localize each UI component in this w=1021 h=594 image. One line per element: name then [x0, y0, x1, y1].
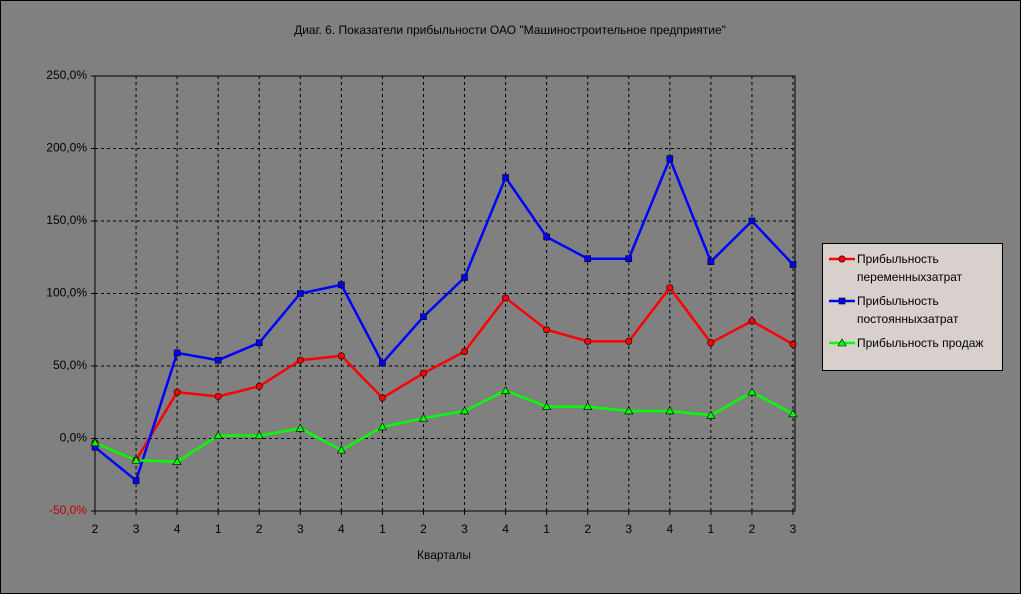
- x-tick-label: 1: [543, 522, 550, 536]
- y-tick-label: -50,0%: [49, 503, 87, 517]
- point: [748, 317, 756, 325]
- x-tick-label: 2: [420, 522, 427, 536]
- x-tick-label: 4: [174, 522, 181, 536]
- point: [665, 406, 675, 415]
- legend-entry: Прибыльность постоянныхзатрат: [827, 292, 998, 328]
- x-tick-label: 2: [256, 522, 263, 536]
- point: [214, 392, 222, 400]
- point: [748, 217, 756, 225]
- legend-swatch: [829, 297, 855, 305]
- x-tick-label: 2: [749, 522, 756, 536]
- y-tick-label: 100,0%: [46, 286, 87, 300]
- point: [461, 347, 469, 355]
- point: [461, 274, 468, 281]
- legend-marker: [837, 338, 847, 347]
- point: [173, 388, 181, 396]
- point: [214, 356, 222, 364]
- x-tick-label: 2: [584, 522, 591, 536]
- x-tick-label: 3: [133, 522, 140, 536]
- point: [666, 284, 674, 292]
- point: [789, 261, 797, 268]
- point: [747, 387, 757, 396]
- point: [543, 233, 550, 241]
- legend-swatch: [829, 255, 855, 263]
- point: [584, 255, 592, 262]
- y-tick-label: 250,0%: [46, 68, 87, 82]
- point: [172, 457, 182, 466]
- y-tick-label: 150,0%: [46, 213, 87, 227]
- legend: Прибыльность переменныхзатрат Прибыльност…: [822, 243, 1003, 371]
- x-tick-label: 4: [666, 522, 673, 536]
- point: [543, 326, 551, 334]
- point: [706, 410, 716, 419]
- x-tick-label: 3: [790, 522, 797, 536]
- point: [502, 294, 510, 302]
- point: [255, 382, 263, 390]
- point: [584, 337, 592, 345]
- legend-entry: Прибыльность продаж: [827, 334, 998, 352]
- x-tick-label: 3: [625, 522, 632, 536]
- point: [460, 406, 470, 415]
- point: [90, 438, 100, 447]
- point: [254, 430, 264, 439]
- x-tick-label: 3: [297, 522, 304, 536]
- series-line: [94, 155, 794, 483]
- point: [788, 409, 798, 418]
- series-line: [94, 285, 794, 462]
- point: [379, 359, 386, 367]
- point: [255, 339, 263, 347]
- point: [173, 349, 181, 357]
- point: [789, 340, 797, 348]
- point: [707, 258, 715, 265]
- point: [501, 386, 511, 394]
- point: [378, 394, 386, 402]
- legend-marker: [838, 255, 846, 263]
- legend-label: Прибыльность переменныхзатрат: [857, 252, 963, 284]
- legend-label: Прибыльность постоянныхзатрат: [857, 294, 959, 326]
- x-tick-label: 2: [92, 522, 99, 536]
- point: [583, 401, 593, 410]
- legend-label: Прибыльность продаж: [857, 336, 984, 350]
- point: [296, 290, 304, 297]
- point: [625, 337, 633, 345]
- point: [296, 356, 304, 364]
- x-tick-label: 4: [502, 522, 509, 536]
- point: [213, 430, 223, 439]
- point: [624, 406, 634, 415]
- point: [418, 413, 428, 422]
- point: [542, 401, 552, 410]
- x-axis-label: Кварталы: [417, 548, 471, 562]
- point: [420, 313, 427, 321]
- point: [707, 339, 715, 347]
- y-tick-label: 200,0%: [46, 141, 87, 155]
- point: [132, 477, 140, 484]
- x-tick-label: 4: [338, 522, 345, 536]
- y-tick-label: 0,0%: [60, 431, 88, 445]
- point: [625, 255, 633, 262]
- point: [338, 281, 345, 289]
- point: [337, 352, 345, 360]
- series-line: [94, 389, 794, 463]
- legend-marker: [838, 297, 846, 305]
- legend-swatch: [829, 338, 855, 347]
- point: [502, 174, 509, 181]
- x-tick-label: 3: [461, 522, 468, 536]
- x-tick-label: 1: [708, 522, 715, 536]
- x-tick-label: 1: [379, 522, 386, 536]
- point: [377, 422, 387, 431]
- point: [295, 423, 305, 432]
- point: [336, 445, 346, 454]
- point: [131, 455, 141, 464]
- y-tick-label: 50,0%: [53, 358, 87, 372]
- point: [419, 369, 427, 377]
- x-tick-label: 1: [215, 522, 222, 536]
- legend-entry: Прибыльность переменныхзатрат: [827, 250, 998, 286]
- chart-title: Диаг. 6. Показатели прибыльности ОАО "Ма…: [294, 23, 726, 37]
- point: [666, 155, 674, 162]
